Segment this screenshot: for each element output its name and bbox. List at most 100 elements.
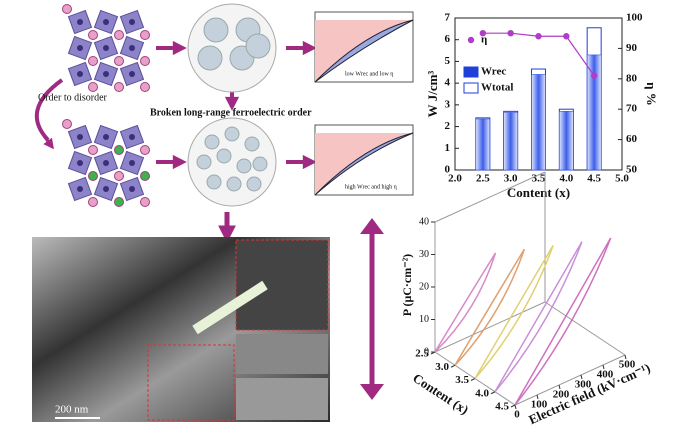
tem-arrow: [192, 280, 268, 335]
domain: [197, 45, 223, 71]
field-tick-label: 200: [553, 389, 570, 401]
x-tick-label: 2.0: [448, 173, 462, 185]
legend-label: Wtotal: [481, 82, 513, 94]
a-site: [114, 56, 124, 66]
a-site: [114, 145, 124, 155]
legend-marker: [467, 36, 475, 44]
a-site: [140, 56, 150, 66]
atom: [103, 71, 109, 77]
x-tick-label: 2.5: [476, 173, 490, 185]
domain: [226, 176, 242, 192]
arrow-head: [302, 40, 317, 56]
content-tick: [470, 378, 476, 381]
eta-point: [563, 33, 570, 40]
a-site: [88, 171, 98, 181]
domain: [244, 136, 260, 152]
field-tick-label: 400: [597, 369, 614, 381]
y2-tick-label: 90: [626, 42, 638, 54]
content-tick-label: 2.5: [415, 348, 429, 360]
content-tick-label: 3.0: [435, 361, 449, 373]
pe-curve: [474, 245, 554, 379]
domain: [216, 148, 232, 164]
content-tick: [510, 404, 516, 408]
atom: [77, 45, 83, 51]
field-tick: [536, 394, 539, 400]
x-axis-label: Content (x): [507, 185, 570, 200]
pe-curve: [454, 248, 525, 366]
arrow-head: [172, 154, 187, 170]
bar: [475, 118, 491, 171]
a-site: [62, 119, 72, 129]
arrow-head: [360, 218, 384, 234]
pe-curve: [454, 249, 526, 366]
pe-curve: [434, 252, 497, 353]
atom: [129, 160, 135, 166]
y2-tick-label: 100: [626, 12, 643, 24]
arrow-head: [302, 154, 317, 170]
y2-tick-label: 50: [626, 164, 638, 176]
atom: [77, 134, 83, 140]
tem-inset: [236, 378, 328, 420]
pe-loop: [314, 132, 414, 196]
pe-curve: [434, 252, 497, 353]
domain: [203, 17, 229, 43]
pe-area: [315, 20, 413, 82]
broken-label: Broken long-range ferroelectric order: [150, 107, 312, 118]
a-site: [62, 4, 72, 14]
z-tick-label: 30: [419, 249, 429, 260]
z-axis-label: P (μC·cm⁻²): [400, 254, 414, 316]
field-axis-label: Electric field (kV·cm⁻¹): [526, 360, 652, 427]
axis-3d: [514, 354, 626, 406]
a-site: [114, 30, 124, 40]
field-tick-label: 0: [514, 409, 520, 421]
bar: [559, 111, 574, 171]
atom: [77, 186, 83, 192]
content-tick: [450, 364, 456, 368]
atom: [103, 19, 109, 25]
field-tick-label: 100: [531, 399, 548, 411]
y2-axis-label: η %: [644, 82, 659, 106]
atom: [129, 186, 135, 192]
tem-roi: [147, 344, 235, 421]
arrow-head: [224, 96, 240, 111]
content-tick: [430, 351, 436, 355]
y-tick-label: 3: [445, 98, 451, 110]
y-tick-label: 7: [445, 12, 451, 24]
high-label: high Wrec and high η: [345, 184, 397, 190]
a-site: [88, 145, 98, 155]
y-tick-label: 0: [445, 164, 451, 176]
a-site: [140, 171, 150, 181]
y-tick-label: 5: [445, 55, 451, 67]
content-tick-label: 3.5: [455, 374, 469, 386]
arrow-head: [172, 40, 187, 56]
x-tick-label: 3.0: [504, 173, 518, 185]
pe-curve: [514, 237, 612, 406]
atom: [103, 45, 109, 51]
content-tick: [490, 391, 496, 395]
y-tick-label: 4: [445, 77, 451, 89]
atom: [103, 186, 109, 192]
pe-area: [315, 133, 413, 195]
content-tick-label: 4.0: [475, 387, 489, 399]
legend-label: η: [481, 34, 487, 46]
field-tick: [624, 354, 627, 360]
domain: [245, 33, 271, 59]
bar: [586, 54, 602, 171]
atom: [129, 134, 135, 140]
pe-loop: [314, 19, 414, 83]
pe-curve: [494, 241, 583, 393]
a-site: [88, 82, 98, 92]
x-tick-label: 5.0: [615, 173, 629, 185]
arrow-head: [43, 137, 54, 150]
a-site: [140, 145, 150, 155]
y2-tick-label: 80: [626, 72, 638, 84]
y-axis-label: W J/cm³: [425, 71, 440, 118]
a-site: [88, 30, 98, 40]
domain: [252, 156, 268, 172]
atom: [129, 71, 135, 77]
axis-3d: [544, 301, 626, 356]
field-tick: [602, 364, 605, 370]
axis-3d: [434, 301, 546, 353]
x-tick-label: 4.5: [587, 173, 601, 185]
atom: [129, 45, 135, 51]
